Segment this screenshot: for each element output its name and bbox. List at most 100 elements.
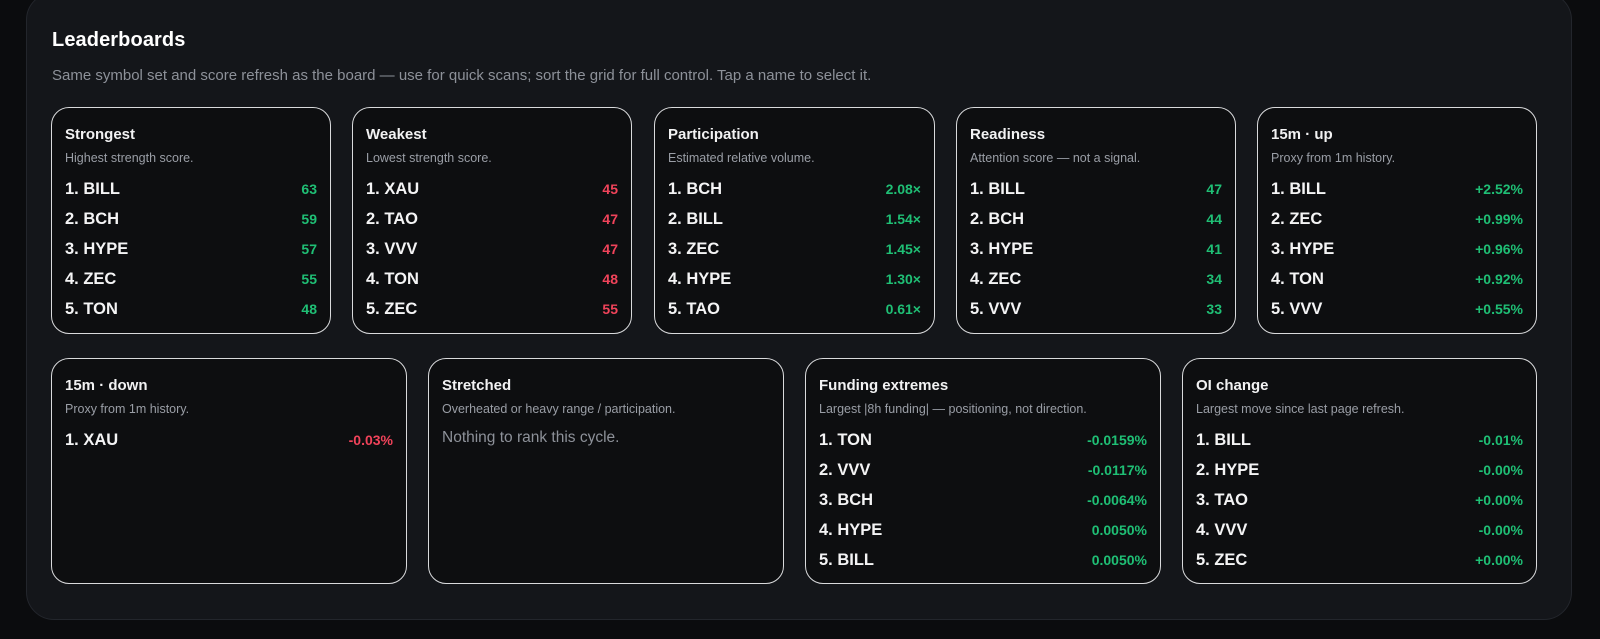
ranking-value: -0.01% — [1478, 432, 1523, 448]
ranking-row: 5. ZEC +0.00% — [1196, 545, 1523, 575]
ranking-row: 5. TON 48 — [65, 294, 317, 324]
ranking-value: +0.00% — [1475, 552, 1523, 568]
symbol-name-link[interactable]: 4. TON — [1271, 269, 1324, 288]
ranking-value: 45 — [602, 181, 618, 197]
page-title: Leaderboards — [52, 29, 186, 51]
symbol-name-link[interactable]: 4. HYPE — [668, 269, 732, 288]
symbol-name-link[interactable]: 1. BILL — [1271, 179, 1327, 198]
symbol-name-link[interactable]: 3. VVV — [366, 239, 418, 258]
symbol-name-link[interactable]: 2. BCH — [970, 209, 1025, 228]
symbol-name-link[interactable]: 4. HYPE — [819, 520, 883, 539]
ranking-value: +0.96% — [1475, 241, 1523, 257]
card-oi-change: OI change Largest move since last page r… — [1182, 358, 1537, 584]
ranking-value: 41 — [1206, 241, 1222, 257]
ranking-value: +0.99% — [1475, 211, 1523, 227]
ranking-row: 4. TON +0.92% — [1271, 264, 1523, 294]
card-participation: Participation Estimated relative volume.… — [654, 107, 935, 334]
card-funding-extremes: Funding extremes Largest |8h funding| — … — [805, 358, 1161, 584]
card-title: OI change — [1196, 377, 1269, 394]
ranking-value: 33 — [1206, 301, 1222, 317]
symbol-name-link[interactable]: 5. VVV — [970, 299, 1022, 318]
ranking-row: 5. ZEC 55 — [366, 294, 618, 324]
ranking-row: 5. BILL 0.0050% — [819, 545, 1147, 575]
symbol-name-link[interactable]: 1. XAU — [366, 179, 420, 198]
ranking-row: 1. XAU -0.03% — [65, 425, 393, 455]
symbol-name-link[interactable]: 4. ZEC — [970, 269, 1022, 288]
card-description: Proxy from 1m history. — [1271, 151, 1396, 165]
symbol-name-link[interactable]: 5. VVV — [1271, 299, 1323, 318]
ranking-value: 57 — [301, 241, 317, 257]
ranking-value: 0.0050% — [1091, 522, 1147, 538]
ranking-value: -0.03% — [348, 432, 393, 448]
ranking-row: 5. TAO 0.61× — [668, 294, 921, 324]
symbol-name-link[interactable]: 4. TON — [366, 269, 419, 288]
symbol-name-link[interactable]: 5. ZEC — [1196, 550, 1248, 569]
ranking-list: 1. BILL +2.52% 2. ZEC +0.99% 3. HYPE +0.96% 4.… — [1271, 174, 1523, 324]
symbol-name-link[interactable]: 3. ZEC — [668, 239, 720, 258]
card-description: Largest move since last page refresh. — [1196, 402, 1405, 416]
symbol-name-link[interactable]: 2. ZEC — [1271, 209, 1323, 228]
ranking-list: 1. BILL 63 2. BCH 59 3. HYPE 57 4. ZEC 55 5. TON… — [65, 174, 317, 324]
symbol-name-link[interactable]: 1. BILL — [1196, 430, 1252, 449]
symbol-name-link[interactable]: 3. HYPE — [65, 239, 129, 258]
card-15m-down: 15m · down Proxy from 1m history. 1. XAU… — [51, 358, 407, 584]
ranking-value: 48 — [602, 271, 618, 287]
ranking-list: 1. BILL 47 2. BCH 44 3. HYPE 41 4. ZEC 34 5. VVV… — [970, 174, 1222, 324]
symbol-name-link[interactable]: 3. TAO — [1196, 490, 1248, 509]
card-description: Highest strength score. — [65, 151, 194, 165]
ranking-value: -0.00% — [1478, 462, 1523, 478]
ranking-list: 1. XAU 45 2. TAO 47 3. VVV 47 4. TON 48 5. ZEC 55 — [366, 174, 618, 324]
ranking-row: 1. BCH 2.08× — [668, 174, 921, 204]
card-strongest: Strongest Highest strength score. 1. BIL… — [51, 107, 331, 334]
ranking-value: -0.0117% — [1087, 462, 1147, 478]
symbol-name-link[interactable]: 2. BCH — [65, 209, 120, 228]
symbol-name-link[interactable]: 4. VVV — [1196, 520, 1248, 539]
ranking-value: +0.00% — [1475, 492, 1523, 508]
ranking-row: 5. VVV 33 — [970, 294, 1222, 324]
symbol-name-link[interactable]: 2. BILL — [668, 209, 724, 228]
symbol-name-link[interactable]: 2. TAO — [366, 209, 418, 228]
symbol-name-link[interactable]: 1. BILL — [970, 179, 1026, 198]
symbol-name-link[interactable]: 2. VVV — [819, 460, 871, 479]
ranking-value: 2.08× — [885, 181, 921, 197]
ranking-row: 2. HYPE -0.00% — [1196, 455, 1523, 485]
ranking-list: 1. BILL -0.01% 2. HYPE -0.00% 3. TAO +0.00% 4.… — [1196, 425, 1523, 575]
symbol-name-link[interactable]: 4. ZEC — [65, 269, 117, 288]
ranking-value: -0.0064% — [1087, 492, 1147, 508]
ranking-row: 2. BILL 1.54× — [668, 204, 921, 234]
ranking-value: 47 — [602, 241, 618, 257]
empty-state-message: Nothing to rank this cycle. — [442, 429, 620, 446]
symbol-name-link[interactable]: 2. HYPE — [1196, 460, 1260, 479]
card-title: 15m · down — [65, 377, 148, 394]
ranking-row: 3. TAO +0.00% — [1196, 485, 1523, 515]
symbol-name-link[interactable]: 5. BILL — [819, 550, 875, 569]
ranking-row: 1. BILL -0.01% — [1196, 425, 1523, 455]
ranking-row: 4. HYPE 0.0050% — [819, 515, 1147, 545]
symbol-name-link[interactable]: 1. TON — [819, 430, 872, 449]
ranking-value: 48 — [301, 301, 317, 317]
symbol-name-link[interactable]: 1. XAU — [65, 430, 119, 449]
ranking-row: 2. TAO 47 — [366, 204, 618, 234]
symbol-name-link[interactable]: 5. TON — [65, 299, 118, 318]
ranking-list: 1. TON -0.0159% 2. VVV -0.0117% 3. BCH -0.006… — [819, 425, 1147, 575]
symbol-name-link[interactable]: 3. BCH — [819, 490, 874, 509]
symbol-name-link[interactable]: 3. HYPE — [1271, 239, 1335, 258]
ranking-value: +0.92% — [1475, 271, 1523, 287]
symbol-name-link[interactable]: 3. HYPE — [970, 239, 1034, 258]
ranking-value: -0.00% — [1478, 522, 1523, 538]
symbol-name-link[interactable]: 1. BILL — [65, 179, 121, 198]
ranking-row: 3. HYPE +0.96% — [1271, 234, 1523, 264]
ranking-value: 63 — [301, 181, 317, 197]
ranking-value: 0.0050% — [1091, 552, 1147, 568]
symbol-name-link[interactable]: 1. BCH — [668, 179, 723, 198]
ranking-value: 47 — [602, 211, 618, 227]
ranking-row: 4. HYPE 1.30× — [668, 264, 921, 294]
ranking-row: 1. BILL 47 — [970, 174, 1222, 204]
ranking-row: 5. VVV +0.55% — [1271, 294, 1523, 324]
ranking-value: 1.45× — [885, 241, 921, 257]
symbol-name-link[interactable]: 5. ZEC — [366, 299, 418, 318]
card-description: Lowest strength score. — [366, 151, 492, 165]
symbol-name-link[interactable]: 5. TAO — [668, 299, 720, 318]
ranking-row: 2. BCH 44 — [970, 204, 1222, 234]
ranking-row: 4. TON 48 — [366, 264, 618, 294]
